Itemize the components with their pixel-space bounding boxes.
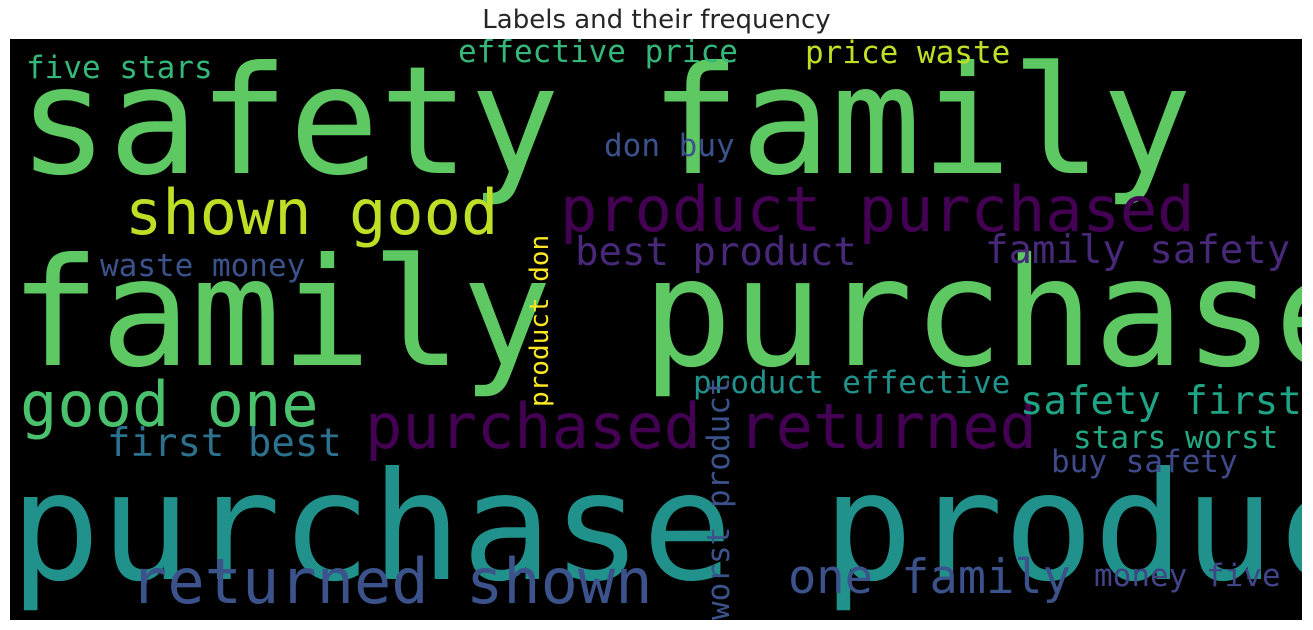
word-five-stars: five stars	[26, 50, 213, 86]
word-product-effective: product effective	[693, 365, 1011, 401]
word-family-purchase: family purchase	[10, 227, 1302, 401]
word-money-five: money five	[1094, 558, 1281, 594]
word-price-waste: price waste	[805, 39, 1011, 71]
word-buy-safety: buy safety	[1051, 444, 1238, 480]
word-first-best: first best	[107, 421, 342, 466]
word-product-purchased: product purchased	[560, 173, 1195, 246]
word-cloud: safety family family purchase purchase pro…	[10, 39, 1302, 620]
word-purchase-product: purchase product	[10, 441, 1302, 615]
word-one-family: one family	[788, 550, 1071, 605]
word-don-buy: don buy	[604, 128, 735, 164]
word-purchased-returned: purchased returned	[365, 390, 1037, 463]
word-stars-worst: stars worst	[1073, 420, 1279, 456]
word-best-product: best product	[575, 230, 857, 275]
word-shown-good: shown good	[125, 176, 499, 249]
word-good-one: good one	[20, 368, 319, 441]
word-product-don: product don	[525, 234, 555, 407]
word-waste-money: waste money	[100, 248, 306, 284]
word-family-safety: family safety	[985, 228, 1291, 273]
word-worst-product: worst product	[701, 377, 737, 620]
chart-title: Labels and their frequency	[482, 5, 831, 35]
word-effective-price: effective price	[458, 39, 738, 70]
word-safety-family: safety family	[18, 39, 1192, 209]
word-returned-shown: returned shown	[130, 545, 653, 618]
word-safety-first: safety first	[1020, 379, 1302, 424]
